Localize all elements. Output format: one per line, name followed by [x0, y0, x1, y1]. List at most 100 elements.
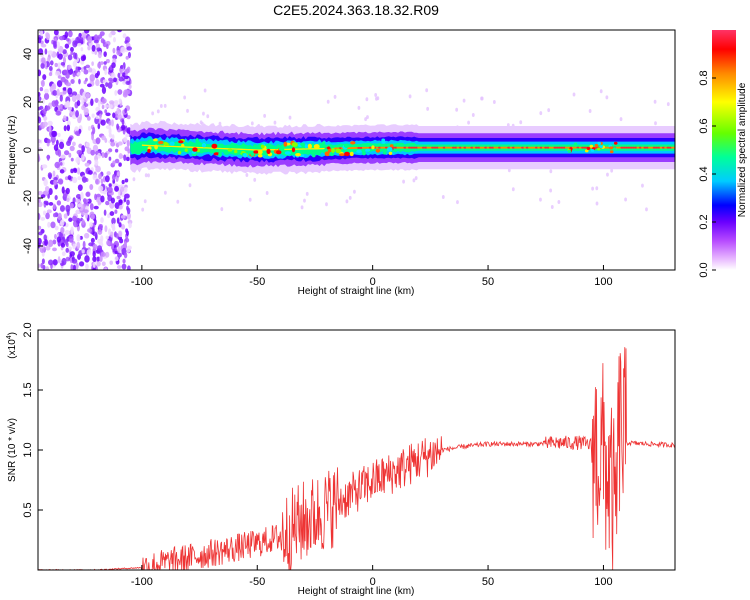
heatmap-cell [385, 146, 389, 149]
heatmap-cell [253, 150, 259, 154]
heatmap-cell [38, 92, 41, 97]
heatmap-cell [116, 107, 121, 115]
heatmap-cell [79, 37, 84, 42]
heatmap-cell [86, 116, 91, 121]
heatmap-cell [41, 258, 45, 265]
snr-panel: -100 -50 0 50 100 0.5 1.0 1.5 2.0 Height of str… [6, 322, 676, 597]
heatmap-cell [118, 199, 123, 206]
heatmap-cell [95, 115, 99, 120]
heatmap-cell [72, 264, 76, 270]
heatmap-cell [105, 125, 111, 130]
heatmap-cell [177, 150, 182, 155]
heatmap-cell [537, 146, 541, 149]
snr-y-axis: 0.5 1.0 1.5 2.0 [22, 322, 43, 518]
heatmap-cell [96, 256, 101, 262]
heatmap-cell [92, 244, 98, 250]
heatmap-cell [62, 87, 67, 91]
heatmap-cell [119, 238, 124, 244]
heatmap-cell [72, 176, 78, 184]
heatmap-cell [104, 137, 108, 144]
snr-y-tick-label: 1.0 [22, 442, 34, 457]
heatmap-cell [124, 193, 130, 199]
heatmap-cell [79, 113, 83, 121]
heatmap-cell [426, 146, 430, 149]
heatmap-cell [48, 72, 53, 77]
heatmap-cell [104, 175, 110, 183]
heatmap-cell [60, 154, 66, 159]
heatmap-cell [56, 88, 60, 96]
heatmap-cell [638, 146, 642, 149]
heatmap-cell [606, 146, 610, 149]
heatmap-cell [126, 46, 132, 51]
heatmap-cell [394, 146, 398, 149]
heatmap-cell [178, 140, 184, 144]
heatmap-cell [572, 92, 576, 97]
colorbar-label: Normalized spectral amplitude [737, 82, 748, 217]
heatmap-cell [645, 146, 649, 149]
heatmap-cell [380, 146, 384, 149]
heatmap-cell [72, 60, 77, 68]
heatmap-cell [117, 72, 121, 78]
heatmap-cell [75, 217, 81, 224]
spectrogram-x-tick-label: 50 [482, 276, 494, 288]
heatmap-cell [69, 203, 74, 209]
heatmap-cell [546, 146, 550, 149]
heatmap-cell [154, 144, 158, 150]
heatmap-cell [87, 170, 93, 175]
heatmap-cell [186, 108, 189, 113]
heatmap-cell [181, 143, 185, 148]
spectrogram-x-axis-label: Height of straight line (km) [298, 286, 415, 297]
heatmap-cell [97, 50, 102, 59]
heatmap-cell [567, 149, 572, 153]
heatmap-cell [375, 148, 381, 153]
heatmap-cell [357, 146, 361, 149]
heatmap-cell [176, 199, 180, 204]
heatmap-cell [604, 146, 608, 149]
heatmap-cell [61, 186, 65, 194]
snr-plot-frame [37, 329, 676, 571]
heatmap-cell [76, 209, 80, 214]
heatmap-cell [97, 201, 101, 206]
heatmap-cell [56, 41, 61, 50]
heatmap-cell [111, 217, 116, 225]
heatmap-cell [100, 178, 104, 185]
heatmap-cell [108, 156, 112, 161]
heatmap-cell [64, 31, 69, 39]
heatmap-cell [366, 115, 369, 120]
heatmap-cell [118, 154, 125, 159]
heatmap-cell [78, 143, 83, 149]
heatmap-cell [57, 53, 63, 60]
heatmap-cell [67, 106, 73, 111]
heatmap-cell [60, 76, 66, 83]
heatmap-cell [451, 146, 455, 149]
heatmap-cell [625, 146, 629, 149]
heatmap-cell [52, 212, 57, 218]
heatmap-cell [87, 35, 93, 44]
heatmap-cell [492, 100, 496, 105]
heatmap-cell [57, 149, 62, 157]
heatmap-cell [493, 146, 497, 149]
heatmap-cell [343, 143, 350, 148]
heatmap-cell [276, 150, 282, 155]
heatmap-cell [584, 149, 589, 153]
heatmap-cell [583, 146, 587, 149]
heatmap-cell [52, 239, 57, 245]
heatmap-cell [92, 174, 98, 181]
heatmap-cell [661, 146, 665, 149]
heatmap-cell [263, 113, 267, 118]
heatmap-cell [408, 146, 412, 149]
heatmap-cell [114, 158, 120, 164]
heatmap-cell [365, 97, 369, 102]
spectrogram-y-axis: -40 -20 0 20 40 [22, 48, 43, 254]
heatmap-cell [65, 242, 69, 248]
heatmap-cell [85, 77, 88, 82]
heatmap-cell [109, 202, 115, 209]
heatmap-cell [68, 235, 74, 243]
heatmap-cell [52, 247, 57, 252]
heatmap-cell [41, 164, 48, 169]
snr-multiplier-exp: 4 [6, 335, 13, 339]
heatmap-cell [548, 146, 552, 149]
heatmap-cell [118, 205, 123, 210]
heatmap-cell [54, 99, 59, 107]
